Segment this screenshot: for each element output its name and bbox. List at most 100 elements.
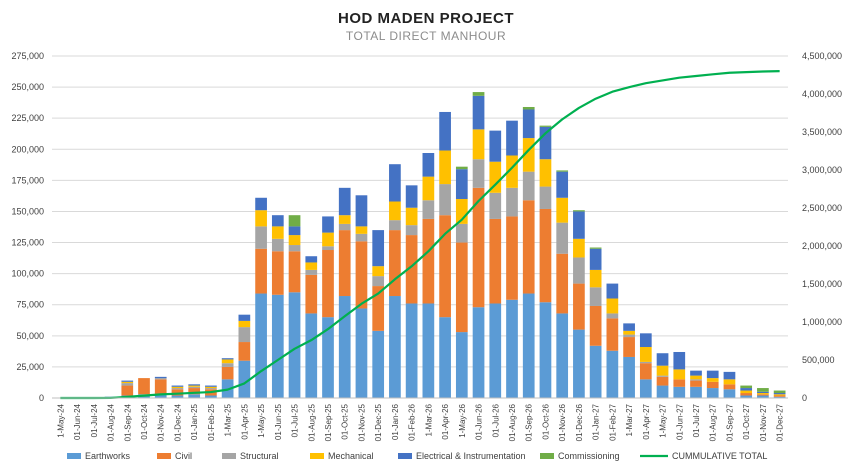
x-tick-label: 01-Jul-27 [692, 403, 701, 437]
x-tick-label: 01-Apr-27 [642, 403, 651, 439]
bar-structural [506, 187, 518, 217]
bar-structural [305, 269, 318, 275]
bar-mechanical [355, 226, 368, 234]
bar-commissioning [288, 215, 301, 227]
bar-structural [372, 276, 385, 287]
x-tick-label: 01-Aug-25 [307, 403, 316, 441]
bar-civil [305, 274, 318, 314]
bar-civil [121, 385, 134, 396]
y-tick-label: 50,000 [16, 331, 44, 341]
bar-structural [322, 246, 334, 251]
bar-mechanical [639, 347, 652, 362]
y2-tick-label: 4,000,000 [802, 89, 842, 99]
bar-mechanical [690, 375, 702, 380]
x-tick-label: 01-Sep-24 [123, 403, 132, 441]
bar-earthworks [723, 389, 736, 398]
x-tick-label: 01-Jan-26 [391, 403, 400, 440]
bar-civil [138, 378, 150, 395]
bar-earthworks [656, 385, 669, 398]
bar-earthworks [539, 302, 552, 398]
bar-structural [489, 192, 502, 219]
bar-mechanical [723, 379, 736, 385]
bar-mechanical [539, 159, 552, 187]
chart-subtitle: TOTAL DIRECT MANHOUR [346, 29, 506, 43]
bar-structural [188, 386, 201, 389]
bar-mechanical [623, 330, 635, 335]
legend-label: Electrical & Instrumentation [416, 451, 526, 461]
bar-electrical-instrumentation [489, 130, 502, 162]
bar-civil [154, 379, 167, 395]
bar-electrical-instrumentation [422, 153, 435, 177]
bar-earthworks [623, 356, 635, 398]
x-tick-label: 01-Dec-27 [776, 403, 785, 441]
bar-civil [355, 241, 368, 309]
bar-mechanical [673, 369, 686, 380]
bar-civil [639, 363, 652, 380]
bar-structural [439, 184, 451, 216]
y-tick-label: 225,000 [11, 113, 44, 123]
x-tick-label: 01-Sep-27 [725, 403, 734, 441]
y2-tick-label: 1,000,000 [802, 317, 842, 327]
bar-civil [673, 379, 686, 387]
bar-civil [472, 187, 485, 308]
x-tick-label: 1-May-26 [458, 403, 467, 437]
bar-structural [405, 225, 418, 236]
bar-mechanical [573, 238, 585, 258]
bar-civil [171, 389, 184, 396]
bar-commissioning [472, 92, 485, 96]
bar-civil [439, 215, 451, 318]
bar-electrical-instrumentation [606, 283, 619, 299]
bar-electrical-instrumentation [740, 388, 753, 391]
y2-tick-label: 2,000,000 [802, 241, 842, 251]
bar-structural [589, 287, 602, 306]
x-tick-label: 01-Jan-27 [592, 403, 601, 440]
x-tick-label: 1-May-27 [659, 403, 668, 437]
bar-mechanical [205, 386, 217, 389]
x-tick-label: 01-Oct-24 [140, 403, 149, 439]
x-tick-label: 01-Jul-25 [291, 403, 300, 437]
bar-earthworks [522, 293, 535, 398]
bar-civil [656, 376, 669, 386]
legend-label: Commissioning [558, 451, 620, 461]
bar-structural [472, 159, 485, 188]
bar-civil [322, 250, 334, 318]
bar-structural [271, 238, 284, 252]
bar-civil [372, 286, 385, 331]
x-tick-label: 1-May-25 [257, 403, 266, 437]
bar-electrical-instrumentation [372, 230, 385, 267]
bar-civil [489, 218, 502, 304]
bar-electrical-instrumentation [573, 211, 585, 239]
bar-mechanical [489, 161, 502, 193]
x-tick-label: 1-May-24 [56, 403, 65, 437]
legend: Earthworks Civil Structural Mechanical Elect… [67, 451, 767, 461]
legend-swatch [222, 453, 236, 459]
x-tick-label: 1-Mar-27 [625, 403, 634, 436]
cumulative-line-layer [60, 70, 780, 400]
bar-civil [723, 384, 736, 390]
bar-civil [773, 395, 786, 397]
x-tick-label: 01-Sep-26 [525, 403, 534, 441]
bar-structural [121, 383, 134, 386]
bar-mechanical [389, 201, 401, 221]
x-tick-label: 01-Oct-27 [742, 403, 751, 439]
bar-earthworks [422, 303, 435, 398]
bar-mechanical [271, 226, 284, 239]
bar-commissioning [589, 247, 602, 249]
bar-structural [455, 223, 468, 243]
bar-civil [221, 366, 234, 380]
x-tick-label: 01-Jun-26 [475, 403, 484, 440]
legend-swatch [157, 453, 171, 459]
bar-electrical-instrumentation [539, 126, 552, 160]
bar-mechanical [255, 210, 267, 227]
bar-structural [690, 379, 702, 381]
x-tick-label: 01-Jun-24 [73, 403, 82, 440]
y-tick-label: 200,000 [11, 144, 44, 154]
bar-electrical-instrumentation [773, 393, 786, 395]
axes: 0 25,000 50,000 75,000 100,000 125,000 150,000… [11, 51, 842, 441]
bar-structural [338, 223, 351, 231]
bar-civil [389, 230, 401, 297]
bar-earthworks [639, 379, 652, 398]
y-tick-label: 175,000 [11, 175, 44, 185]
bar-electrical-instrumentation [623, 323, 635, 331]
bar-electrical-instrumentation [673, 351, 686, 370]
